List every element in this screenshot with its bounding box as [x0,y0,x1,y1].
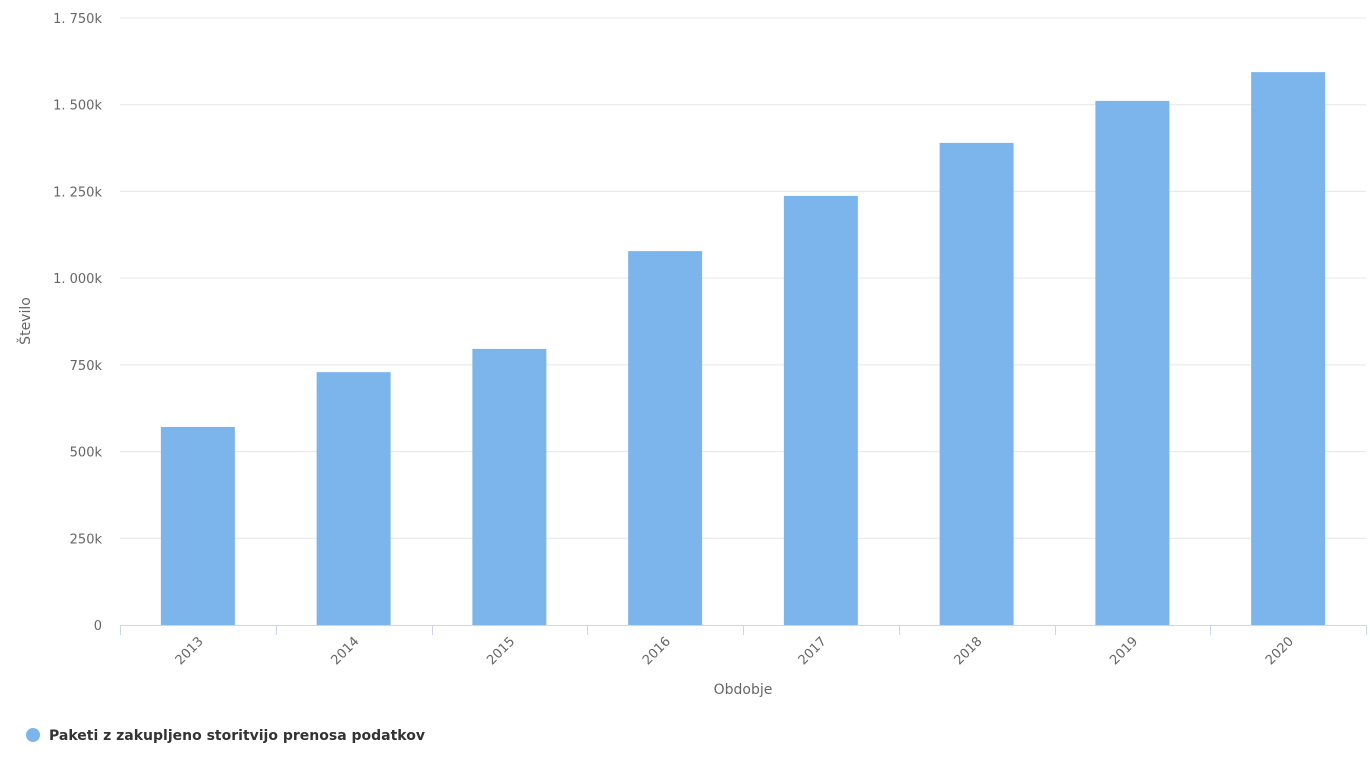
legend-label: Paketi z zakupljeno storitvijo prenosa p… [49,728,425,744]
bar [160,426,235,625]
y-tick-label: 1. 000k [53,272,102,287]
y-tick-label: 1. 500k [53,99,102,114]
y-tick-label: 0 [94,619,102,634]
y-tick-label: 250k [70,532,103,547]
bar [1251,72,1326,625]
bar [939,142,1014,625]
bar [783,195,858,625]
x-tick-label: 2017 [796,634,830,668]
x-tick-label: 2018 [951,634,985,668]
x-tick-label: 2019 [1107,634,1141,668]
x-tick-label: 2014 [328,634,362,668]
bar [1095,100,1170,625]
y-tick-label: 500k [70,446,103,461]
x-axis-title: Obdobje [714,682,773,698]
bar [472,348,547,625]
y-tick-label: 750k [70,359,103,374]
x-tick-label: 2015 [484,634,518,668]
x-tick-label: 2020 [1263,634,1297,668]
bar [316,372,391,625]
y-axis-title: Število [16,297,34,345]
legend-marker [26,728,40,742]
x-tick-label: 2016 [640,634,674,668]
bar [628,251,703,625]
y-tick-label: 1. 250k [53,185,102,200]
y-tick-label: 1. 750k [53,12,102,27]
x-tick-label: 2013 [173,634,207,668]
